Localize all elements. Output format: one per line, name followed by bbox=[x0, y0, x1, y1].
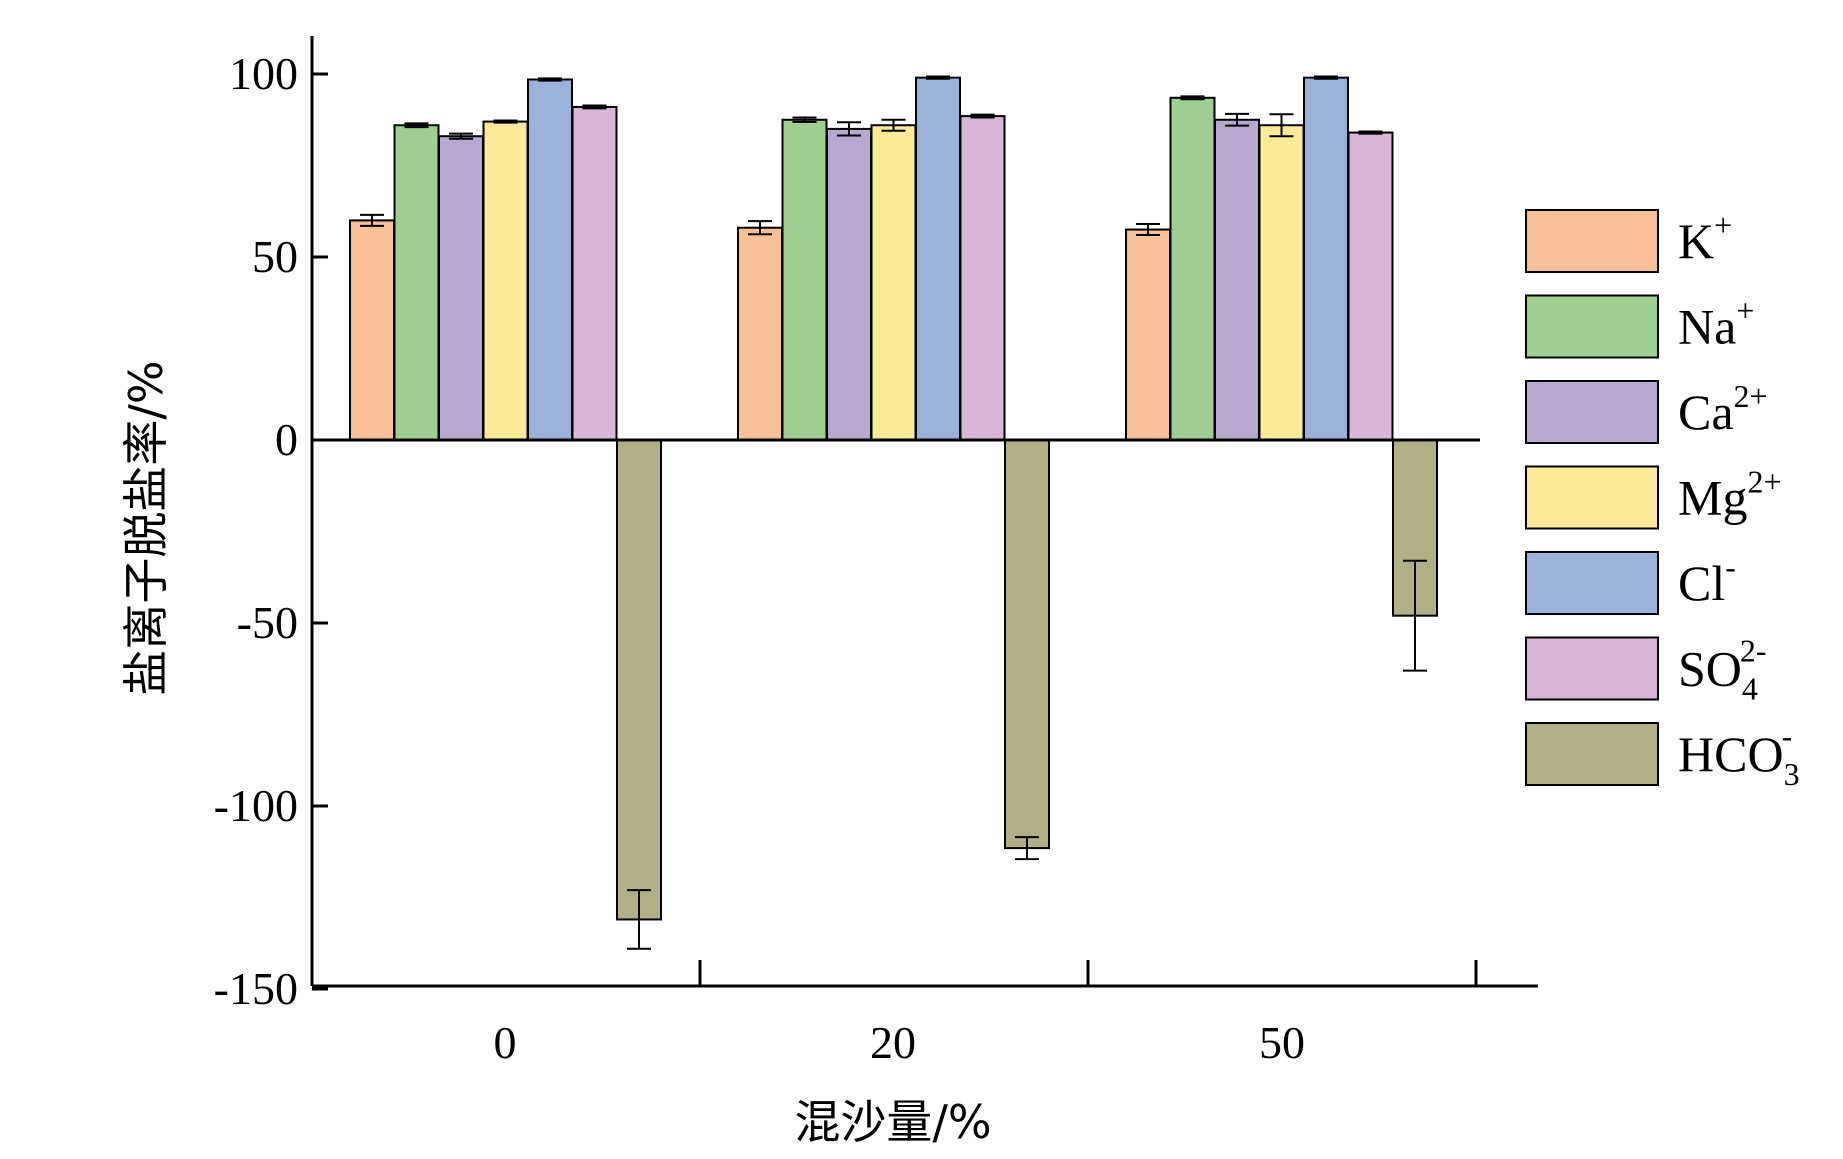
bar bbox=[393, 124, 440, 442]
x-tick-label: 20 bbox=[870, 1017, 916, 1068]
bar bbox=[959, 115, 1006, 441]
legend: K+ Na+ Ca2+ Mg2+ Cl- SO42- HCO3- bbox=[1525, 207, 1800, 792]
legend-swatch bbox=[1525, 209, 1659, 273]
legend-label: Cl- bbox=[1678, 549, 1736, 611]
legend-swatch bbox=[1525, 636, 1659, 701]
legend-label: SO42- bbox=[1678, 633, 1767, 707]
x-tick-label: 0 bbox=[494, 1017, 517, 1068]
legend-swatch bbox=[1525, 722, 1659, 786]
bar bbox=[870, 124, 917, 442]
legend-swatch bbox=[1525, 465, 1659, 530]
y-tick-label: 0 bbox=[275, 414, 298, 465]
bar bbox=[1125, 228, 1171, 441]
bar bbox=[616, 439, 662, 921]
x-axis-title: 混沙量/% bbox=[794, 1095, 991, 1149]
axes-group: 100 50 0 -50 -100 -150 0 20 50 bbox=[214, 36, 1538, 1068]
bar bbox=[1347, 131, 1394, 441]
bar bbox=[781, 118, 828, 441]
x-tick-label: 50 bbox=[1259, 1017, 1305, 1068]
y-tick-label: 50 bbox=[252, 231, 298, 282]
bar bbox=[826, 127, 872, 441]
y-tick-label: -50 bbox=[237, 597, 298, 648]
bar bbox=[527, 78, 573, 442]
legend-swatch bbox=[1525, 380, 1659, 444]
legend-label: K+ bbox=[1678, 207, 1732, 269]
y-tick-label: 100 bbox=[229, 48, 298, 99]
bar bbox=[349, 219, 395, 441]
bar bbox=[1169, 96, 1216, 441]
legend-label: HCO3- bbox=[1678, 718, 1800, 792]
bar bbox=[1004, 439, 1050, 850]
y-tick-label: -100 bbox=[214, 780, 298, 831]
bar bbox=[915, 76, 961, 441]
bar bbox=[482, 120, 529, 442]
bar bbox=[438, 135, 484, 441]
bar bbox=[737, 226, 783, 441]
legend-label: Ca2+ bbox=[1678, 378, 1768, 440]
legend-label: Na+ bbox=[1678, 293, 1754, 355]
y-tick-label: -150 bbox=[214, 963, 298, 1014]
legend-label: Mg2+ bbox=[1678, 464, 1782, 526]
y-axis-title: 盐离子脱盐率/% bbox=[119, 360, 173, 695]
bars-group bbox=[349, 75, 1438, 950]
bar bbox=[1303, 76, 1349, 441]
legend-swatch bbox=[1525, 294, 1659, 359]
bar bbox=[571, 105, 618, 441]
bar bbox=[1214, 118, 1260, 441]
legend-swatch bbox=[1525, 551, 1659, 615]
bar bbox=[1258, 124, 1305, 442]
